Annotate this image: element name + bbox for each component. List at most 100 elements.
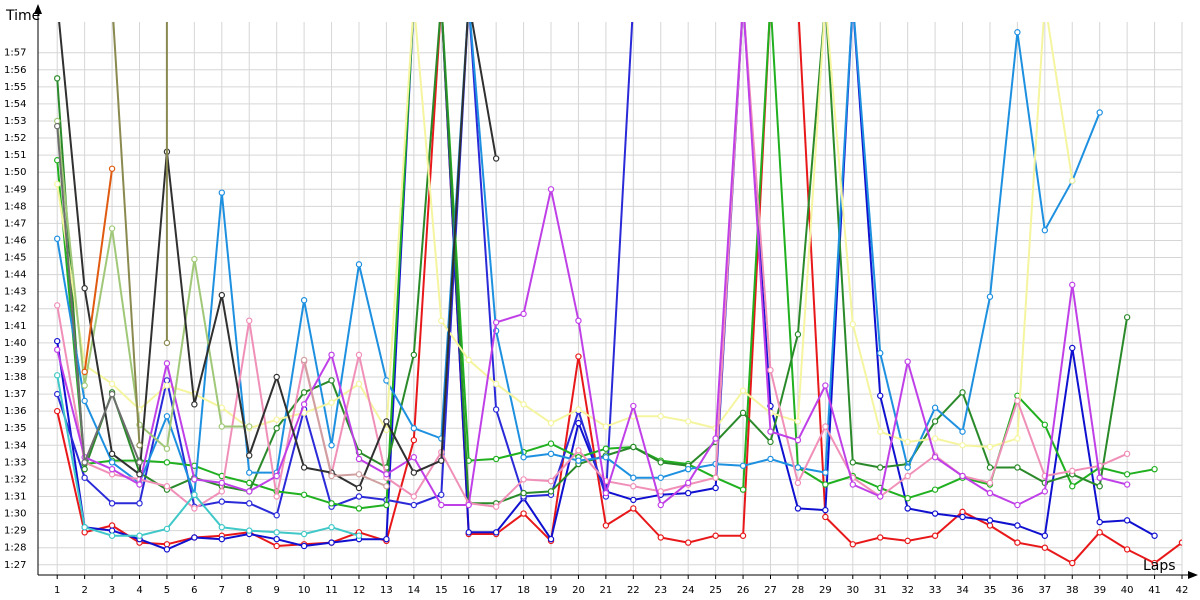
x-tick-label: 14 — [407, 585, 420, 596]
data-point — [355, 261, 363, 268]
data-point — [547, 535, 555, 543]
data-point — [1014, 501, 1021, 509]
series-13 — [54, 122, 143, 466]
data-point — [575, 419, 582, 427]
data-point — [547, 440, 555, 447]
x-tick-label: 26 — [737, 585, 750, 596]
data-point — [904, 438, 911, 446]
data-point — [739, 462, 747, 469]
data-point — [767, 455, 774, 463]
data-point — [136, 459, 143, 466]
data-point — [931, 418, 939, 425]
series-line — [56, 22, 1182, 565]
data-point — [904, 464, 911, 471]
data-point — [1123, 450, 1131, 458]
x-tick-label: 10 — [298, 585, 311, 596]
data-point — [410, 454, 418, 461]
data-point — [877, 493, 884, 500]
data-point — [163, 377, 171, 384]
data-point — [191, 476, 198, 483]
axes — [34, 4, 1198, 579]
data-point — [959, 389, 966, 396]
data-point — [547, 477, 555, 485]
data-point — [1096, 518, 1103, 526]
data-point — [246, 500, 253, 507]
data-point — [163, 339, 171, 347]
data-point — [1014, 435, 1021, 442]
data-point — [575, 317, 582, 324]
y-tick-label: 1:49 — [4, 184, 26, 195]
data-point — [520, 476, 527, 483]
data-point — [300, 401, 308, 408]
data-point — [163, 541, 171, 548]
data-point — [191, 491, 198, 498]
data-point — [355, 532, 363, 539]
data-point — [163, 459, 171, 466]
y-tick-label: 1:57 — [4, 48, 26, 59]
y-tick-label: 1:54 — [4, 99, 26, 110]
data-point — [218, 479, 226, 487]
data-point — [383, 483, 390, 490]
data-point — [547, 488, 555, 495]
data-point — [602, 489, 610, 497]
data-point — [630, 505, 637, 512]
y-tick-label: 1:30 — [4, 509, 26, 520]
data-point — [986, 489, 994, 497]
data-point — [657, 488, 664, 495]
data-point — [410, 425, 418, 432]
data-point — [1096, 109, 1103, 116]
data-point — [273, 542, 280, 550]
data-point — [410, 493, 418, 500]
x-tick-label: 7 — [219, 585, 225, 596]
data-point — [300, 542, 308, 550]
data-point — [54, 337, 61, 345]
data-point — [492, 529, 500, 536]
data-point — [1178, 539, 1182, 546]
data-point — [877, 392, 884, 399]
data-point — [108, 165, 116, 172]
data-point — [1096, 529, 1103, 536]
data-point — [547, 419, 555, 427]
x-tick-label: 15 — [435, 585, 448, 596]
data-point — [438, 457, 445, 464]
y-tick-label: 1:37 — [4, 389, 26, 400]
data-point — [1014, 464, 1021, 471]
data-point — [355, 505, 363, 512]
x-tick-label: 22 — [627, 585, 640, 596]
data-point — [218, 291, 226, 299]
data-point — [81, 382, 88, 389]
data-point — [108, 390, 116, 398]
series-line — [83, 168, 114, 373]
data-point — [300, 389, 308, 396]
data-point — [328, 442, 335, 449]
data-point — [739, 486, 747, 493]
data-point — [794, 418, 802, 425]
data-point — [273, 373, 280, 381]
x-tick-label: 6 — [191, 585, 197, 596]
data-point — [904, 505, 911, 512]
x-tick-label: 8 — [246, 585, 252, 596]
data-point — [108, 465, 116, 473]
data-point — [81, 465, 88, 473]
data-point — [959, 428, 966, 435]
series-line — [56, 22, 634, 517]
x-tick-label: 12 — [353, 585, 366, 596]
data-point — [931, 435, 939, 442]
x-tick-label: 16 — [462, 585, 475, 596]
data-point — [630, 483, 637, 490]
tick-labels: 1:27 1:28 1:29 1:30 1:31 1:32 1:33 1:34 1:35 1:36… — [4, 48, 1188, 596]
data-point — [438, 317, 445, 324]
data-point — [794, 331, 802, 338]
data-point — [904, 358, 911, 365]
data-point — [1123, 314, 1131, 321]
data-point — [328, 500, 335, 507]
data-point — [959, 508, 966, 516]
data-point — [163, 382, 171, 389]
data-point — [1151, 559, 1158, 567]
data-point — [986, 293, 994, 300]
data-point — [492, 406, 500, 413]
data-point — [273, 535, 280, 543]
data-point — [712, 435, 719, 442]
data-point — [1041, 544, 1049, 551]
data-point — [108, 500, 116, 507]
